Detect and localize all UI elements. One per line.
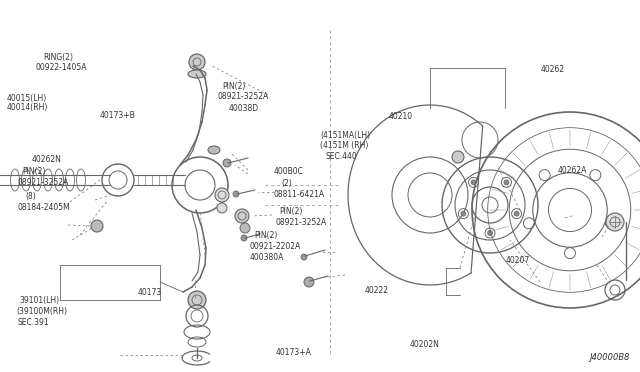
Circle shape [188, 291, 206, 309]
Text: 40015(LH): 40015(LH) [6, 94, 47, 103]
Text: 40173+A: 40173+A [275, 348, 311, 357]
Circle shape [217, 203, 227, 213]
Circle shape [514, 211, 519, 216]
Text: 40014(RH): 40014(RH) [6, 103, 48, 112]
Text: SEC.440: SEC.440 [325, 152, 357, 161]
Text: 40210: 40210 [389, 112, 413, 121]
Ellipse shape [208, 146, 220, 154]
Text: 40262: 40262 [541, 65, 565, 74]
Circle shape [223, 159, 231, 167]
Circle shape [488, 231, 493, 235]
Text: 00922-1405A: 00922-1405A [35, 63, 86, 72]
Circle shape [91, 220, 103, 232]
Text: 40038D: 40038D [229, 104, 259, 113]
Text: 08184-2405M: 08184-2405M [18, 203, 70, 212]
Circle shape [215, 188, 229, 202]
Text: (2): (2) [282, 179, 292, 188]
Text: 40262N: 40262N [32, 155, 62, 164]
Text: 00921-2202A: 00921-2202A [250, 242, 301, 251]
Circle shape [233, 191, 239, 197]
Text: 40173: 40173 [138, 288, 162, 296]
Text: 400B0C: 400B0C [274, 167, 304, 176]
Circle shape [452, 151, 464, 163]
Text: (39100M(RH): (39100M(RH) [17, 307, 68, 316]
Text: 08921-3252A: 08921-3252A [18, 178, 69, 187]
Circle shape [471, 180, 476, 185]
Text: PIN(2): PIN(2) [22, 167, 46, 176]
Circle shape [304, 277, 314, 287]
Circle shape [461, 211, 466, 216]
Text: 40173+B: 40173+B [99, 111, 135, 120]
Text: 40207: 40207 [506, 256, 530, 265]
Text: (4151MA(LH): (4151MA(LH) [320, 131, 370, 140]
Text: PIN(2): PIN(2) [223, 82, 246, 91]
Text: PIN(2): PIN(2) [254, 231, 278, 240]
Circle shape [606, 213, 624, 231]
Text: 40202N: 40202N [410, 340, 440, 349]
Circle shape [189, 54, 205, 70]
Text: 39101(LH): 39101(LH) [19, 296, 60, 305]
Circle shape [235, 209, 249, 223]
Text: 08921-3252A: 08921-3252A [275, 218, 326, 227]
Text: 08921-3252A: 08921-3252A [218, 92, 269, 101]
Circle shape [240, 223, 250, 233]
Text: (8): (8) [26, 192, 36, 201]
Text: PIN(2): PIN(2) [280, 207, 303, 216]
Text: 400380A: 400380A [250, 253, 284, 262]
Text: J40000B8: J40000B8 [589, 353, 630, 362]
Text: (4151M (RH): (4151M (RH) [320, 141, 369, 150]
Text: 40262A: 40262A [558, 166, 588, 174]
Text: 40222: 40222 [365, 286, 388, 295]
Text: SEC.391: SEC.391 [18, 318, 49, 327]
Text: 08811-6421A: 08811-6421A [274, 190, 325, 199]
Text: RING(2): RING(2) [44, 53, 74, 62]
Circle shape [301, 254, 307, 260]
Circle shape [241, 235, 247, 241]
Circle shape [504, 180, 509, 185]
Ellipse shape [188, 70, 206, 78]
